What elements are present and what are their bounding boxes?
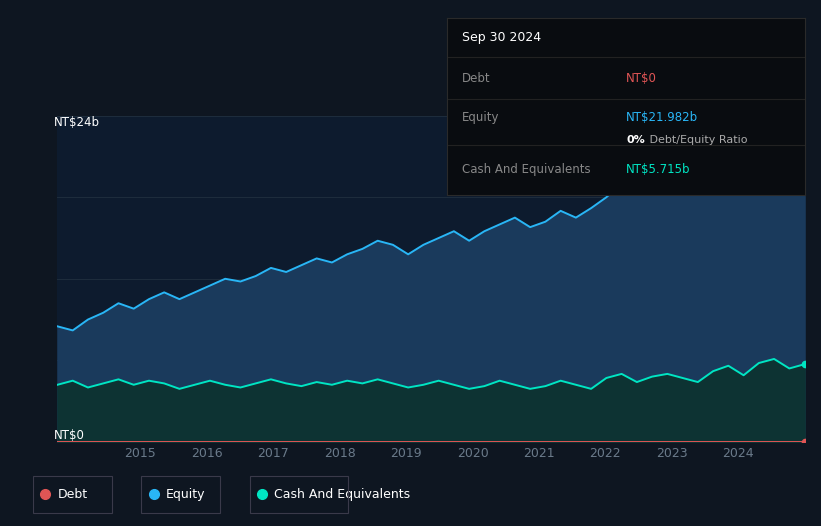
Text: NT$24b: NT$24b bbox=[53, 116, 99, 129]
Text: Debt/Equity Ratio: Debt/Equity Ratio bbox=[645, 135, 747, 145]
Text: Debt: Debt bbox=[461, 72, 490, 85]
Text: 0%: 0% bbox=[626, 135, 644, 145]
Text: Cash And Equivalents: Cash And Equivalents bbox=[274, 488, 410, 501]
Text: Equity: Equity bbox=[461, 110, 499, 124]
Text: NT$0: NT$0 bbox=[626, 72, 657, 85]
Text: Equity: Equity bbox=[166, 488, 205, 501]
Text: NT$5.715b: NT$5.715b bbox=[626, 164, 690, 176]
Text: Cash And Equivalents: Cash And Equivalents bbox=[461, 164, 590, 176]
Text: NT$21.982b: NT$21.982b bbox=[626, 110, 698, 124]
Text: NT$0: NT$0 bbox=[53, 429, 85, 442]
Text: Debt: Debt bbox=[57, 488, 88, 501]
Text: Sep 30 2024: Sep 30 2024 bbox=[461, 31, 541, 44]
